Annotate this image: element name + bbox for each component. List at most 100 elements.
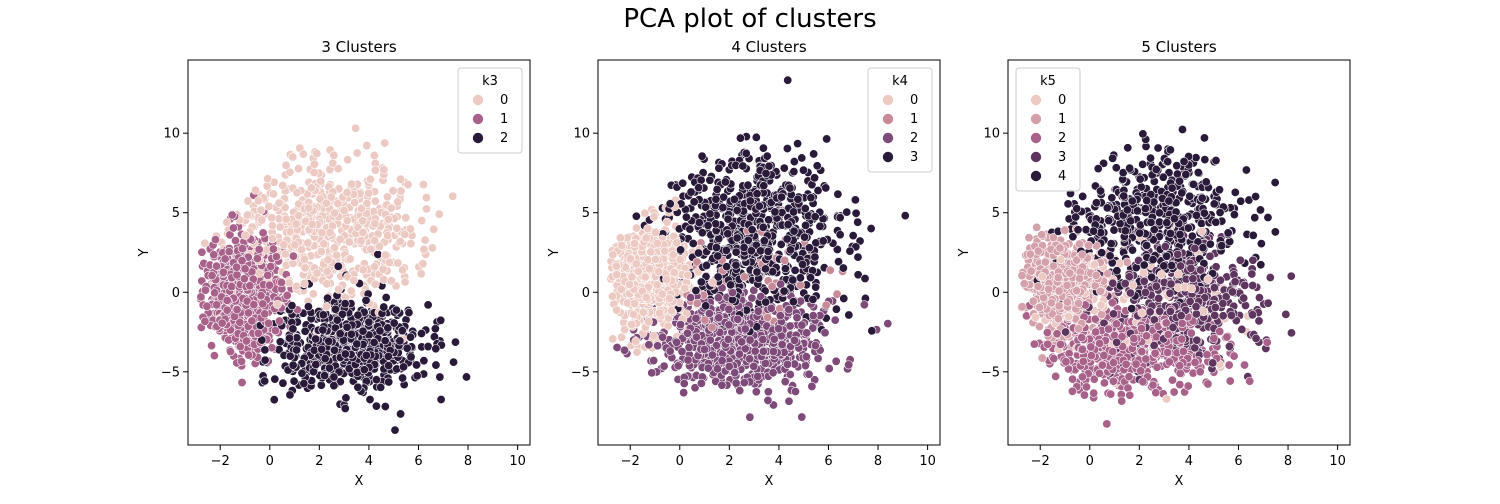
data-point <box>319 311 327 319</box>
data-point <box>811 253 819 261</box>
x-tick-label: −2 <box>211 454 230 469</box>
data-point <box>343 156 351 164</box>
data-point <box>350 276 358 284</box>
data-point <box>798 321 806 329</box>
data-point <box>231 236 239 244</box>
data-point <box>745 355 753 363</box>
data-point <box>210 251 218 259</box>
data-point <box>693 299 701 307</box>
data-point <box>435 210 443 218</box>
data-point <box>331 305 339 313</box>
data-point <box>612 262 620 270</box>
data-point <box>393 224 401 232</box>
data-point <box>697 176 705 184</box>
data-point <box>678 179 686 187</box>
data-point <box>267 262 275 270</box>
data-point <box>860 301 868 309</box>
data-point <box>462 373 470 381</box>
data-point <box>428 244 436 252</box>
data-point <box>806 273 814 281</box>
data-point <box>633 348 641 356</box>
data-point <box>253 254 261 262</box>
data-point <box>736 386 744 394</box>
data-point <box>744 236 752 244</box>
data-point <box>396 337 404 345</box>
legend-marker <box>883 152 894 163</box>
data-point <box>225 247 233 255</box>
data-point <box>723 262 731 270</box>
data-point <box>761 265 769 273</box>
data-point <box>329 159 337 167</box>
data-point <box>754 307 762 315</box>
data-point <box>832 305 840 313</box>
data-point <box>686 225 694 233</box>
data-point <box>268 235 276 243</box>
data-point <box>794 195 802 203</box>
data-point <box>770 335 778 343</box>
data-point <box>790 227 798 235</box>
data-point <box>257 291 265 299</box>
data-point <box>280 241 288 249</box>
data-point <box>736 134 744 142</box>
data-point <box>737 338 745 346</box>
data-point <box>714 252 722 260</box>
data-point <box>725 321 733 329</box>
x-tick-label: −2 <box>621 454 640 469</box>
data-point <box>313 269 321 277</box>
data-point <box>449 358 457 366</box>
data-point <box>397 187 405 195</box>
x-tick-label: 10 <box>919 454 936 469</box>
x-tick-label: 4 <box>775 454 783 469</box>
data-point <box>746 197 754 205</box>
data-point <box>801 204 809 212</box>
data-point <box>345 238 353 246</box>
data-point <box>816 222 824 230</box>
data-point <box>695 218 703 226</box>
data-point <box>288 301 296 309</box>
data-point <box>227 282 235 290</box>
data-point <box>1271 228 1279 236</box>
data-point <box>653 239 661 247</box>
y-tick-label: 5 <box>172 206 180 221</box>
data-point <box>347 330 355 338</box>
data-point <box>341 404 349 412</box>
data-point <box>785 305 793 313</box>
data-point <box>203 302 211 310</box>
data-point <box>776 312 784 320</box>
data-point <box>791 387 799 395</box>
data-point <box>449 192 457 200</box>
data-point <box>268 221 276 229</box>
data-point <box>401 230 409 238</box>
data-point <box>629 310 637 318</box>
data-point <box>261 346 269 354</box>
data-point <box>780 287 788 295</box>
data-point <box>632 212 640 220</box>
data-point <box>381 251 389 259</box>
data-point <box>771 208 779 216</box>
data-point <box>354 311 362 319</box>
data-point <box>718 381 726 389</box>
data-point <box>392 306 400 314</box>
data-point <box>1231 188 1239 196</box>
data-point <box>324 256 332 264</box>
data-point <box>692 314 700 322</box>
data-point <box>404 180 412 188</box>
data-point <box>747 247 755 255</box>
data-point <box>706 176 714 184</box>
data-point <box>367 245 375 253</box>
data-point <box>714 294 722 302</box>
data-point <box>764 216 772 224</box>
data-point <box>789 208 797 216</box>
data-point <box>342 394 350 402</box>
data-point <box>800 233 808 241</box>
data-point <box>332 251 340 259</box>
data-point <box>271 326 279 334</box>
data-point <box>769 347 777 355</box>
data-point <box>323 294 331 302</box>
data-point <box>240 275 248 283</box>
data-point <box>286 352 294 360</box>
data-point <box>269 245 277 253</box>
data-point <box>336 330 344 338</box>
data-point <box>764 247 772 255</box>
data-point <box>1108 194 1116 202</box>
